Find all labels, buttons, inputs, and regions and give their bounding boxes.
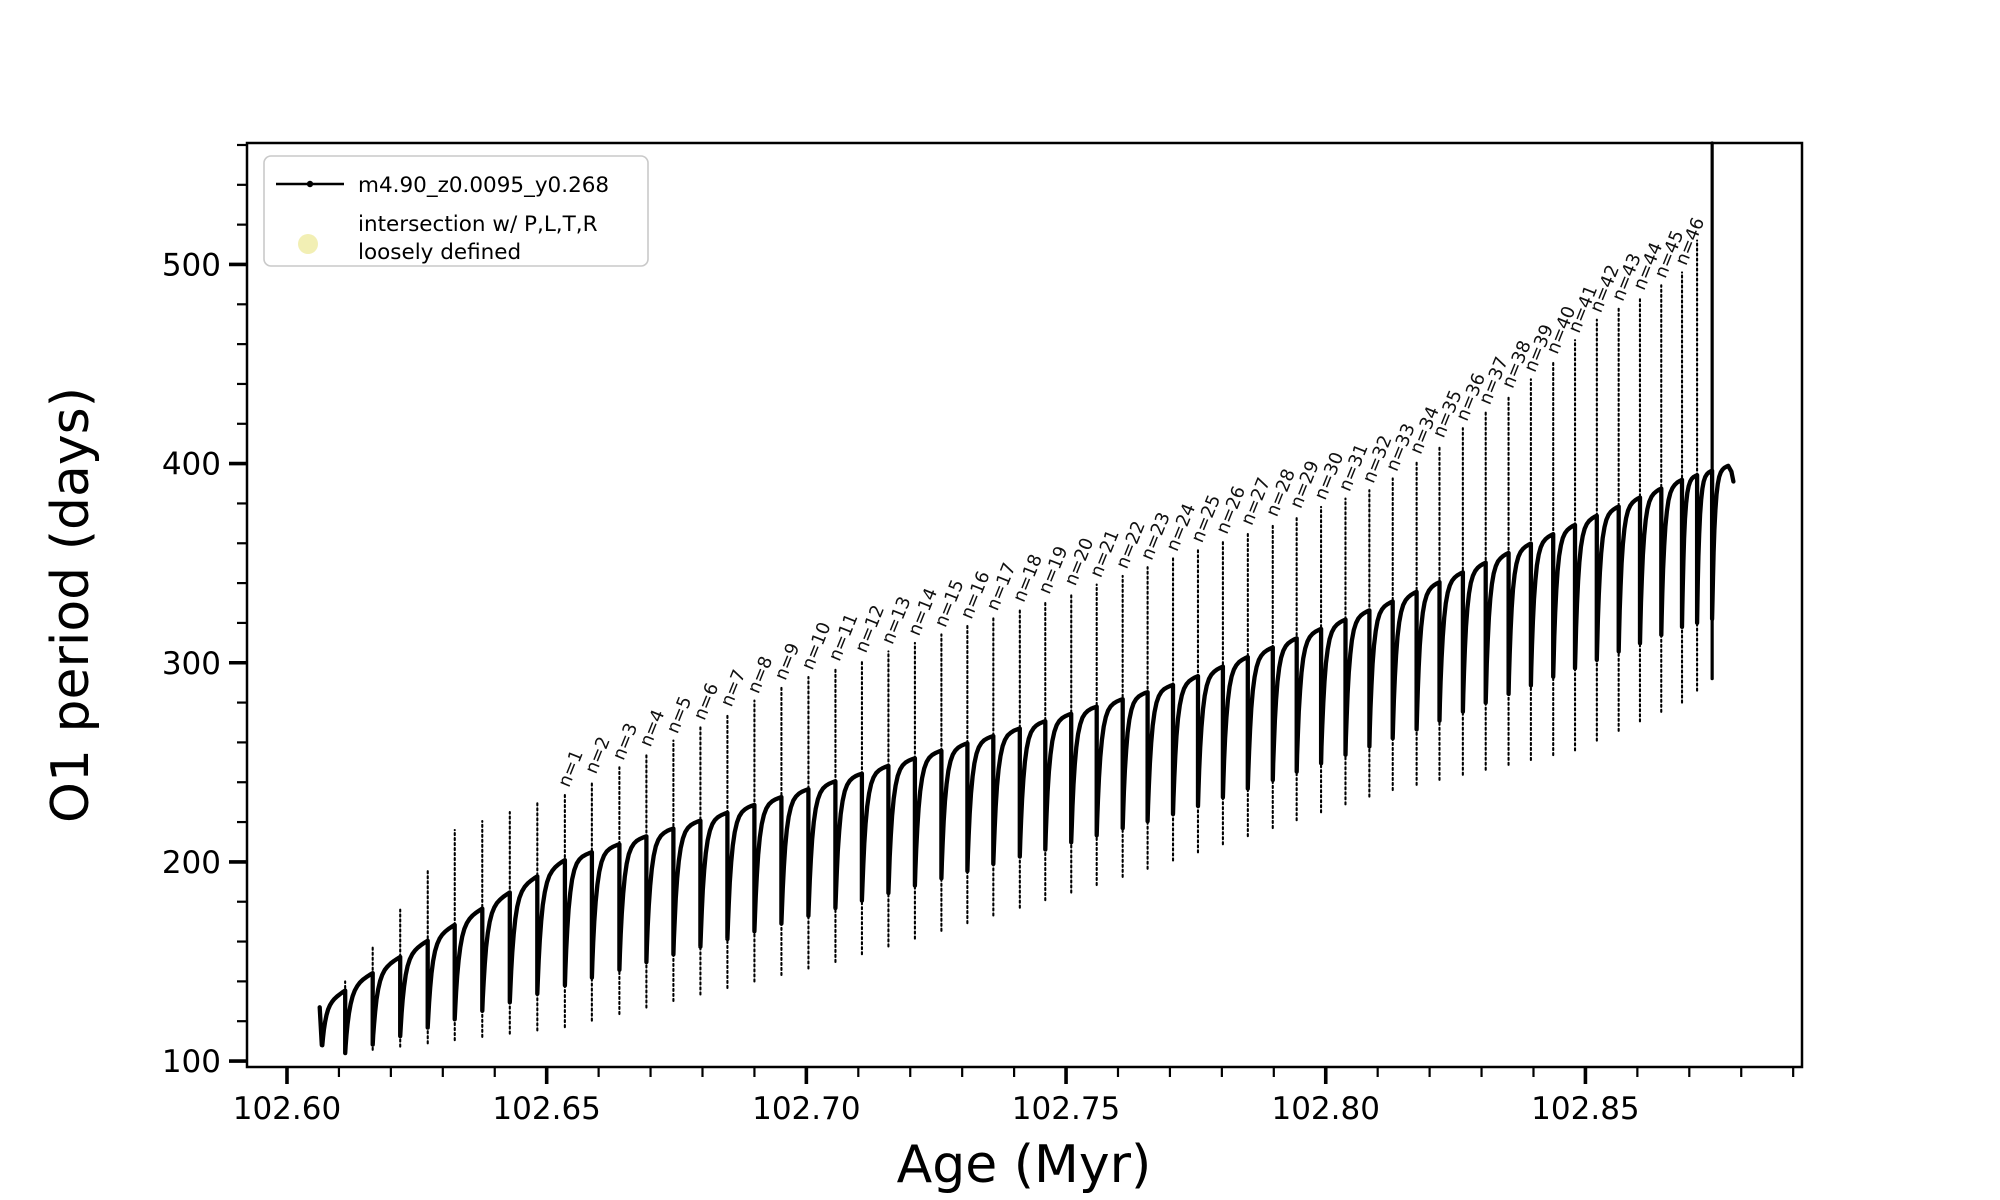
y-axis-title: O1 period (days)	[41, 387, 101, 823]
plot-frame	[245, 141, 1804, 1069]
legend-entry-intersection-line2: loosely defined	[358, 240, 521, 265]
x-tick-label: 102.65	[492, 1091, 600, 1127]
legend-entry-intersection-line1: intersection w/ P,L,T,R	[358, 212, 598, 237]
x-tick-label: 102.80	[1271, 1091, 1379, 1127]
data-series	[317, 141, 1736, 1056]
legend-line-dot-icon	[306, 180, 314, 188]
y-tick-label: 100	[162, 1044, 221, 1080]
x-axis-title: Age (Myr)	[897, 1135, 1152, 1195]
legend-entry-series: m4.90_z0.0095_y0.268	[358, 173, 609, 198]
y-tick-label: 200	[162, 845, 221, 881]
main-curve	[317, 463, 1736, 1056]
y-tick-label: 500	[162, 247, 221, 283]
legend-intersection-marker-icon	[298, 234, 318, 254]
x-tick-label: 102.70	[752, 1091, 860, 1127]
axis-ticks	[229, 143, 1795, 1084]
x-tick-label: 102.85	[1531, 1091, 1639, 1127]
x-tick-label: 102.75	[1012, 1091, 1120, 1127]
y-tick-label: 400	[162, 447, 221, 483]
legend: m4.90_z0.0095_y0.268 intersection w/ P,L…	[263, 155, 649, 267]
y-tick-label: 300	[162, 646, 221, 682]
x-tick-label: 102.60	[233, 1091, 341, 1127]
axis-tick-labels: 102.60 102.65 102.70 102.75 102.80 102.85 100 2…	[162, 247, 1640, 1127]
legend-box	[263, 155, 649, 267]
